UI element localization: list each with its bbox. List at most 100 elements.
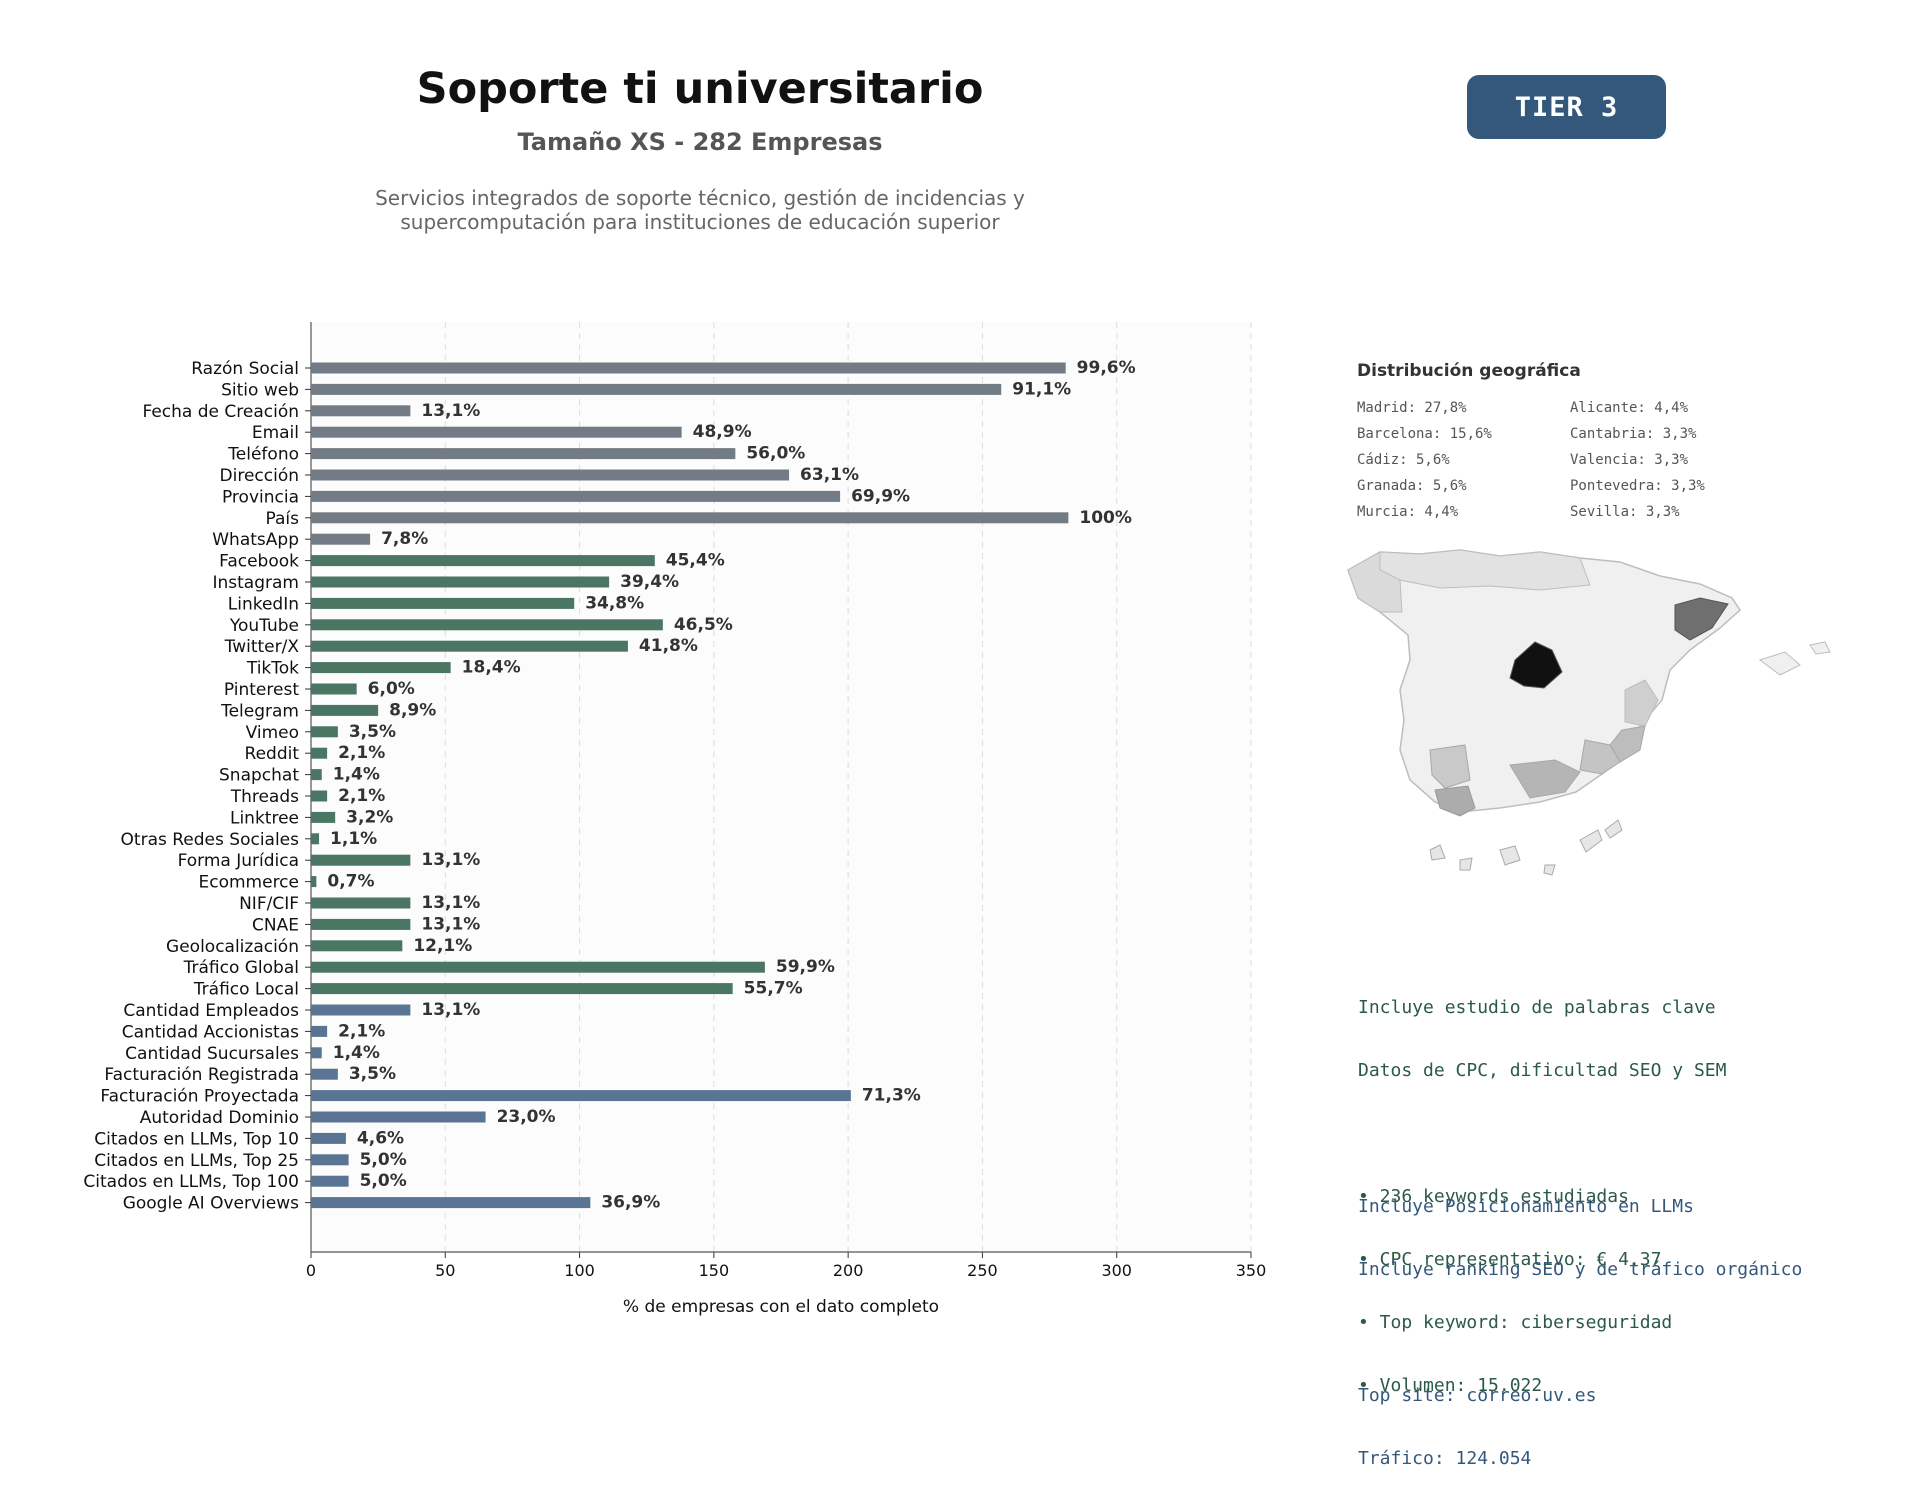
category-label: Tráfico Local	[193, 980, 299, 1000]
map-barcelona	[1674, 597, 1729, 641]
geo-item: Valencia: 3,3%	[1570, 452, 1689, 468]
tier-badge: TIER 3	[1467, 75, 1666, 139]
value-label: 6,0%	[368, 679, 415, 699]
value-label: 23,0%	[497, 1107, 556, 1127]
value-label: 39,4%	[620, 572, 679, 592]
value-label: 46,5%	[674, 615, 733, 635]
bar	[311, 961, 765, 973]
bar	[311, 490, 841, 502]
value-label: 13,1%	[421, 914, 480, 934]
category-label: Google AI Overviews	[123, 1194, 299, 1214]
value-label: 5,0%	[360, 1150, 407, 1170]
value-label: 48,9%	[693, 422, 752, 442]
bar	[311, 576, 610, 588]
spain-map	[1347, 549, 1831, 876]
x-tick-label: 350	[1236, 1261, 1267, 1280]
category-label: Citados en LLMs, Top 10	[94, 1129, 299, 1149]
description-line-1: Servicios integrados de soporte técnico,…	[375, 186, 1025, 210]
category-label: CNAE	[252, 915, 299, 935]
keywords-bullet: • 236 keywords estudiadas	[1358, 1186, 1629, 1207]
category-label: Cantidad Accionistas	[122, 1022, 299, 1042]
bar	[311, 747, 328, 759]
bar	[311, 383, 1002, 395]
category-label: Fecha de Creación	[142, 402, 299, 422]
bar	[311, 1175, 349, 1187]
bar	[311, 469, 790, 481]
geo-item: Cádiz: 5,6%	[1357, 452, 1450, 468]
bar	[311, 533, 371, 545]
value-label: 13,1%	[421, 850, 480, 870]
value-label: 2,1%	[338, 743, 385, 763]
category-label: Facturación Proyectada	[100, 1087, 299, 1107]
value-label: 13,1%	[421, 893, 480, 913]
bar	[311, 683, 357, 695]
bar	[311, 1025, 328, 1037]
bar	[311, 1197, 591, 1209]
bar	[311, 940, 403, 952]
geo-item: Madrid: 27,8%	[1357, 400, 1467, 416]
x-tick-label: 150	[699, 1261, 730, 1280]
category-label: Email	[252, 423, 299, 443]
value-label: 3,5%	[349, 722, 396, 742]
geo-title: Distribución geográfica	[1357, 361, 1581, 381]
category-label: Reddit	[245, 744, 300, 764]
bar	[311, 405, 411, 417]
x-tick-label: 200	[833, 1261, 864, 1280]
category-label: LinkedIn	[228, 594, 299, 614]
bar	[311, 640, 628, 652]
value-label: 13,1%	[421, 1000, 480, 1020]
value-label: 91,1%	[1012, 379, 1071, 399]
map-balearic	[1758, 641, 1831, 676]
value-label: 41,8%	[639, 636, 698, 656]
category-label: Cantidad Sucursales	[125, 1044, 299, 1064]
bar	[311, 854, 411, 866]
category-label: Otras Redes Sociales	[121, 830, 300, 850]
x-tick-label: 0	[306, 1261, 316, 1280]
geo-item: Cantabria: 3,3%	[1570, 426, 1697, 442]
bar	[311, 597, 575, 609]
value-label: 2,1%	[338, 1021, 385, 1041]
map-murcia	[1579, 739, 1621, 775]
bar	[311, 362, 1066, 374]
category-label: Instagram	[213, 573, 300, 593]
map-valencia	[1624, 679, 1659, 727]
keywords-line-2: Datos de CPC, dificultad SEO y SEM	[1358, 1060, 1727, 1081]
value-label: 8,9%	[389, 700, 436, 720]
geo-item: Alicante: 4,4%	[1570, 400, 1689, 416]
value-label: 1,1%	[330, 829, 377, 849]
keywords-line-1: Incluye estudio de palabras clave	[1358, 997, 1716, 1018]
category-label: Snapchat	[219, 766, 299, 786]
category-label: Ecommerce	[199, 873, 300, 893]
category-label: Twitter/X	[224, 637, 300, 657]
page-title: Soporte ti universitario	[416, 64, 984, 114]
value-label: 56,0%	[746, 444, 805, 464]
value-label: 13,1%	[421, 401, 480, 421]
category-label: Threads	[230, 787, 299, 807]
category-label: Linktree	[230, 808, 299, 828]
category-label: Cantidad Empleados	[123, 1001, 299, 1021]
keywords-bullet: • Volumen: 15.022	[1358, 1375, 1543, 1396]
bar	[311, 983, 733, 995]
value-label: 45,4%	[666, 551, 725, 571]
bar	[311, 1090, 851, 1102]
geo-item: Murcia: 4,4%	[1357, 504, 1459, 520]
value-label: 12,1%	[413, 936, 472, 956]
value-label: 36,9%	[601, 1193, 660, 1213]
category-label: NIF/CIF	[239, 894, 299, 914]
category-label: TikTok	[246, 659, 299, 679]
map-granada	[1509, 759, 1581, 799]
value-label: 63,1%	[800, 465, 859, 485]
bar	[311, 811, 336, 823]
value-label: 71,3%	[862, 1086, 921, 1106]
category-label: Citados en LLMs, Top 100	[83, 1172, 299, 1192]
x-tick-label: 50	[435, 1261, 455, 1280]
llm-line-1: Incluye Posicionamiento en LLMs	[1358, 1196, 1694, 1217]
category-label: Provincia	[222, 487, 299, 507]
bar	[311, 726, 338, 738]
category-label: Facturación Registrada	[104, 1065, 299, 1085]
category-label: Vimeo	[246, 723, 299, 743]
value-label: 3,2%	[346, 807, 393, 827]
category-label: Dirección	[220, 466, 299, 486]
geo-item: Barcelona: 15,6%	[1357, 426, 1492, 442]
value-label: 100%	[1079, 508, 1132, 528]
